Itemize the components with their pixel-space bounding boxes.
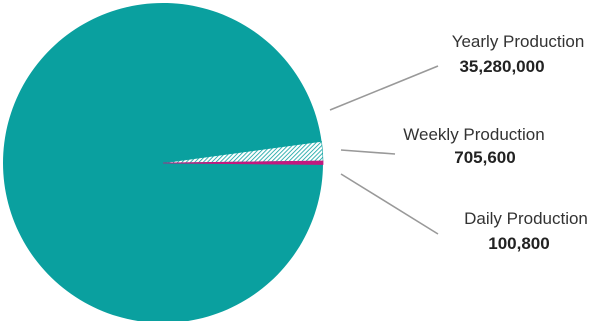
slice-labels: Yearly Production 35,280,000 Weekly Prod… (403, 32, 588, 253)
value-yearly-production: 35,280,000 (459, 57, 544, 76)
leader-lines (329, 65, 439, 235)
slice-yearly-production (3, 2, 323, 321)
label-yearly-production: Yearly Production (452, 32, 585, 51)
pie-slices (3, 2, 324, 321)
value-weekly-production: 705,600 (454, 148, 515, 167)
label-weekly-production: Weekly Production (403, 125, 544, 144)
leader-line-daily (340, 173, 439, 235)
value-daily-production: 100,800 (488, 234, 549, 253)
leader-line-yearly (329, 65, 439, 111)
slice-daily-production (162, 160, 324, 165)
label-daily-production: Daily Production (464, 209, 588, 228)
leader-line-weekly (340, 149, 396, 155)
